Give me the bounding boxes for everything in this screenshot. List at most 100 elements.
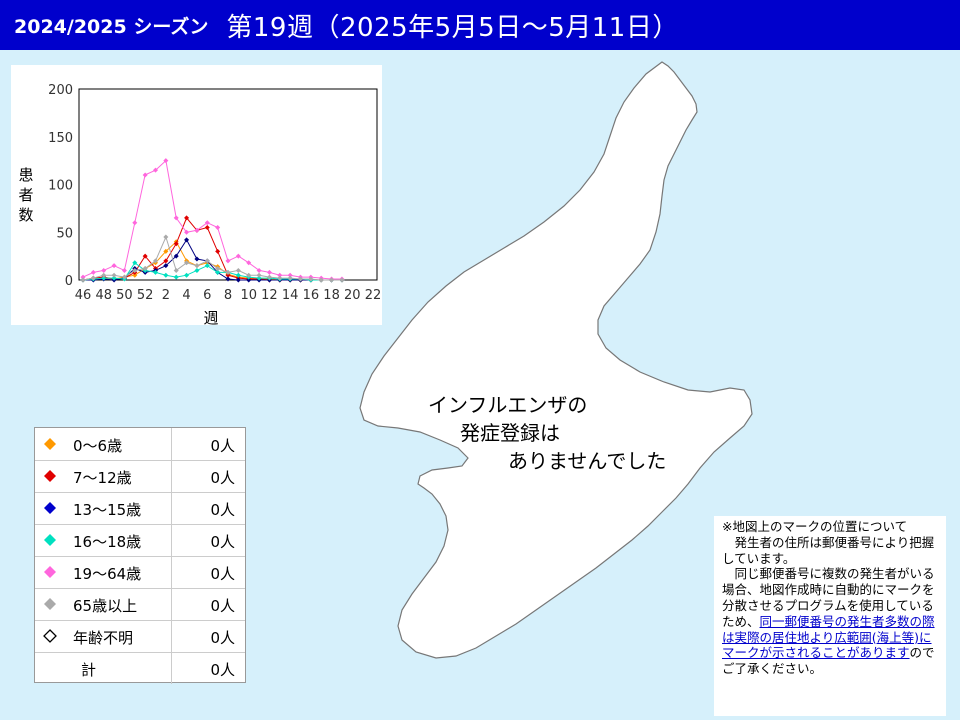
legend-label: 13～15歳	[73, 501, 142, 519]
plot-area	[78, 88, 378, 281]
data-point-age_16_18	[173, 274, 179, 280]
data-point-age_19_64	[225, 258, 231, 264]
data-point-age_7_12	[225, 272, 231, 278]
data-point-age_65_plus	[132, 267, 138, 273]
legend-row: 7～12歳 0人	[35, 460, 245, 493]
data-point-age_19_64	[204, 220, 210, 226]
legend-diamond-icon	[44, 502, 56, 514]
legend-separator	[171, 492, 172, 524]
weekly-chart: 0 50 100 150 200 46 48 50 52 2 4 6 8 10 12 14 16 18 20 22 患者…	[11, 65, 382, 325]
data-point-age_16_18	[153, 269, 158, 275]
note-link[interactable]: 同一郵便番号の発生者多数の際は実際の居住地より広範囲(海上等)にマークが示される…	[722, 613, 935, 661]
data-point-age_19_64	[90, 269, 96, 275]
season-label: 2024/2025 シーズン	[14, 15, 209, 38]
data-point-age_65_plus	[121, 274, 127, 280]
no-report-line-1: インフルエンザの	[428, 393, 588, 417]
data-point-age_65_plus	[318, 277, 324, 283]
data-point-age_13_15	[163, 263, 169, 269]
data-point-age_16_18	[111, 275, 117, 281]
data-point-age_65_plus	[215, 266, 221, 272]
x-tick-label: 50	[116, 288, 133, 303]
island-landmass	[359, 61, 753, 659]
legend-separator	[171, 460, 172, 492]
x-tick-label: 18	[323, 288, 340, 303]
island-map	[359, 61, 753, 659]
data-point-age_65_plus	[194, 263, 200, 269]
y-tick-label: 0	[65, 274, 73, 289]
legend-count: 0人	[210, 501, 235, 519]
x-axis-label: 週	[203, 309, 218, 325]
no-report-line-2: 発症登録は	[460, 421, 560, 445]
data-point-age_19_64	[246, 260, 252, 266]
legend-count: 0人	[210, 661, 235, 679]
data-point-age_16_18	[184, 272, 190, 278]
legend-diamond-icon	[44, 598, 56, 610]
data-point-age_7_12	[184, 215, 190, 221]
data-point-age_65_plus	[246, 272, 252, 278]
data-point-age_13_15	[173, 253, 179, 259]
data-point-age_19_64	[235, 253, 241, 259]
legend-diamond-icon	[44, 438, 56, 450]
x-tick-label: 2	[162, 288, 170, 303]
legend-row: 計 0人	[35, 652, 245, 684]
data-point-age_7_12	[215, 248, 221, 254]
data-point-age_65_plus	[287, 275, 293, 281]
legend-separator	[171, 588, 172, 620]
legend-count: 0人	[210, 629, 235, 647]
data-point-age_16_18	[235, 272, 241, 278]
y-axis-label: 数	[18, 206, 33, 224]
data-point-age_19_64	[266, 269, 272, 275]
legend-label: 7～12歳	[73, 469, 132, 487]
no-report-line-3: ありませんでした	[508, 449, 667, 473]
legend-label: 16～18歳	[73, 533, 142, 551]
data-point-age_16_18	[215, 269, 221, 275]
data-point-age_65_plus	[163, 234, 169, 240]
data-point-age_13_15	[184, 237, 190, 243]
legend-count: 0人	[210, 437, 235, 455]
legend-separator	[171, 428, 172, 460]
legend-label: 計	[81, 661, 97, 679]
y-tick-label: 100	[48, 179, 73, 194]
data-point-age_19_64	[80, 274, 86, 280]
data-point-age_16_18	[256, 275, 262, 281]
data-point-age_65_plus	[111, 272, 117, 278]
x-tick-label: 20	[344, 288, 361, 303]
data-point-age_19_64	[215, 224, 221, 230]
data-point-age_19_64	[121, 267, 127, 273]
data-point-age_65_plus	[153, 258, 158, 264]
x-tick-label: 46	[75, 288, 92, 303]
data-point-age_7_12	[163, 258, 169, 264]
data-point-age_65_plus	[266, 274, 272, 280]
legend-diamond-icon	[44, 534, 56, 546]
x-tick-label: 4	[182, 288, 190, 303]
data-point-age_65_plus	[329, 277, 335, 283]
note-text-a: 同じ郵便番号に複数の発生者がいる場合、地図作成時に自動的にマークを分散させるプロ…	[722, 566, 935, 629]
data-point-age_13_15	[246, 277, 252, 283]
map-note: ※地図上のマークの位置について 発生者の住所は郵便番号により把握しています。 同…	[714, 516, 946, 716]
y-tick-label: 200	[48, 83, 73, 98]
data-point-age_0_6	[132, 272, 138, 278]
age-legend-table: 0～6歳 0人 7～12歳 0人 13～15歳 0人 16～18歳 0人 19～64歳 0人 65歳…	[34, 427, 246, 684]
data-point-age_19_64	[277, 272, 283, 278]
legend-count: 0人	[210, 533, 235, 551]
data-point-age_65_plus	[101, 272, 107, 278]
data-point-age_19_64	[184, 229, 190, 235]
data-point-age_65_plus	[277, 275, 283, 281]
x-tick-label: 12	[261, 288, 278, 303]
legend-label: 65歳以上	[73, 597, 138, 615]
data-point-age_0_6	[163, 248, 169, 254]
x-tick-label: 52	[137, 288, 154, 303]
data-point-age_65_plus	[142, 266, 148, 272]
data-point-age_19_64	[287, 272, 293, 278]
data-point-age_65_plus	[204, 258, 210, 264]
x-tick-label: 6	[203, 288, 211, 303]
x-tick-label: 14	[282, 288, 299, 303]
data-point-age_7_12	[142, 253, 148, 259]
data-point-age_19_64	[256, 267, 262, 273]
x-tick-label: 48	[95, 288, 112, 303]
data-point-age_19_64	[142, 172, 148, 178]
data-point-age_65_plus	[308, 276, 314, 282]
note-paragraph-2: 同じ郵便番号に複数の発生者がいる場合、地図作成時に自動的にマークを分散させるプロ…	[722, 566, 942, 677]
x-tick-label: 16	[303, 288, 320, 303]
data-point-age_19_64	[173, 215, 179, 221]
